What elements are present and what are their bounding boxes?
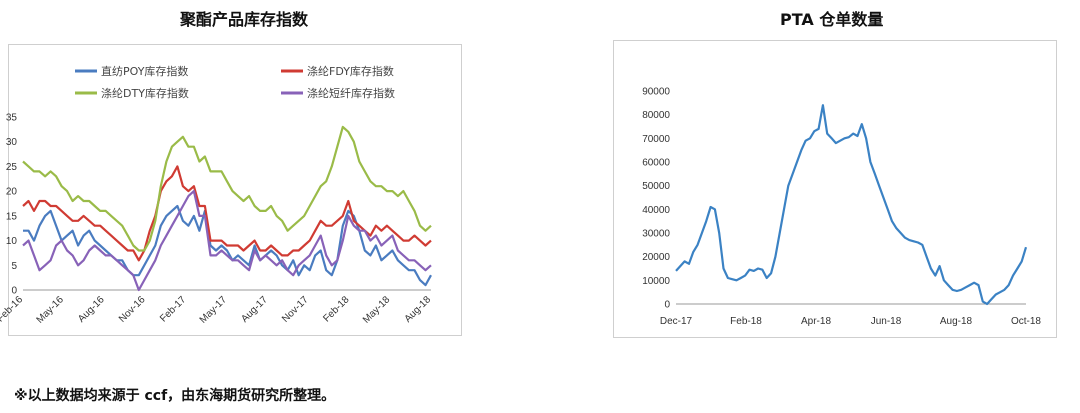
series-line-0 — [23, 204, 432, 287]
pta-warehouse-plot: 0 10000 20000 30000 40000 50000 60000 70000 8000… — [642, 87, 1041, 328]
right-chart-title: PTA 仓单数量 — [780, 10, 884, 29]
x-tick-label: Apr-18 — [801, 316, 831, 327]
y-tick-label: 50000 — [642, 181, 670, 192]
x-tick-label: Oct-18 — [1011, 316, 1041, 327]
legend-label: 涤纶短纤库存指数 — [307, 86, 395, 100]
x-tick-label: May-16 — [35, 294, 67, 326]
x-tick-label: Aug-18 — [940, 316, 973, 327]
y-tick-label: 70000 — [642, 134, 670, 145]
legend-label: 涤纶DTY库存指数 — [101, 86, 189, 100]
x-tick-label: Feb-18 — [321, 294, 351, 324]
y-tick-label: 0 — [11, 286, 17, 297]
y-tick-label: 30000 — [642, 229, 670, 240]
y-tick-label: 15 — [6, 211, 18, 222]
x-tick-label: Aug-17 — [239, 294, 270, 325]
y-tick-label: 10000 — [642, 276, 670, 287]
series-line-1 — [22, 165, 432, 262]
y-tick-label: 35 — [6, 113, 18, 124]
y-tick-label: 10 — [6, 236, 18, 247]
y-tick-label: 40000 — [642, 205, 670, 216]
x-tick-label: Feb-18 — [730, 316, 762, 327]
legend-label: 涤纶FDY库存指数 — [307, 64, 394, 78]
y-tick-label: 80000 — [642, 110, 670, 121]
y-tick-label: 60000 — [642, 158, 670, 169]
y-tick-label: 25 — [6, 162, 18, 173]
y-tick-label: 90000 — [642, 87, 670, 98]
x-tick-label: Feb-16 — [0, 294, 25, 324]
polyester-inventory-plot: 0 5 10 15 20 25 30 35 Feb-16 May-16 Aug-16 Nov-16 Fe… — [0, 64, 434, 326]
series-line-3 — [22, 190, 432, 292]
x-tick-label: Jun-18 — [871, 316, 902, 327]
x-tick-label: May-17 — [198, 294, 230, 326]
y-tick-label: 20000 — [642, 252, 670, 263]
data-source-footnote: ※以上数据均来源于 ccf，由东海期货研究所整理。 — [14, 388, 336, 404]
y-tick-label: 20 — [6, 187, 18, 198]
series-line-2 — [22, 125, 432, 252]
x-tick-label: Aug-18 — [403, 294, 434, 325]
x-tick-label: Nov-16 — [117, 294, 148, 325]
x-tick-label: Dec-17 — [660, 316, 693, 327]
y-tick-label: 0 — [664, 300, 670, 311]
y-tick-label: 5 — [11, 261, 17, 272]
legend-label: 直纺POY库存指数 — [101, 64, 188, 78]
series-line-0 — [675, 104, 1028, 306]
x-tick-label: Aug-16 — [76, 294, 107, 325]
y-tick-label: 30 — [6, 137, 18, 148]
left-chart-title: 聚酯产品库存指数 — [180, 10, 309, 29]
x-tick-label: May-18 — [361, 294, 393, 326]
x-tick-label: Nov-17 — [280, 294, 311, 325]
pta-warehouse-chart: 0 10000 20000 30000 40000 50000 60000 70000 8000… — [613, 40, 1057, 338]
x-tick-label: Feb-17 — [158, 294, 188, 324]
polyester-inventory-chart: 0 5 10 15 20 25 30 35 Feb-16 May-16 Aug-16 Nov-16 Fe… — [0, 44, 462, 336]
